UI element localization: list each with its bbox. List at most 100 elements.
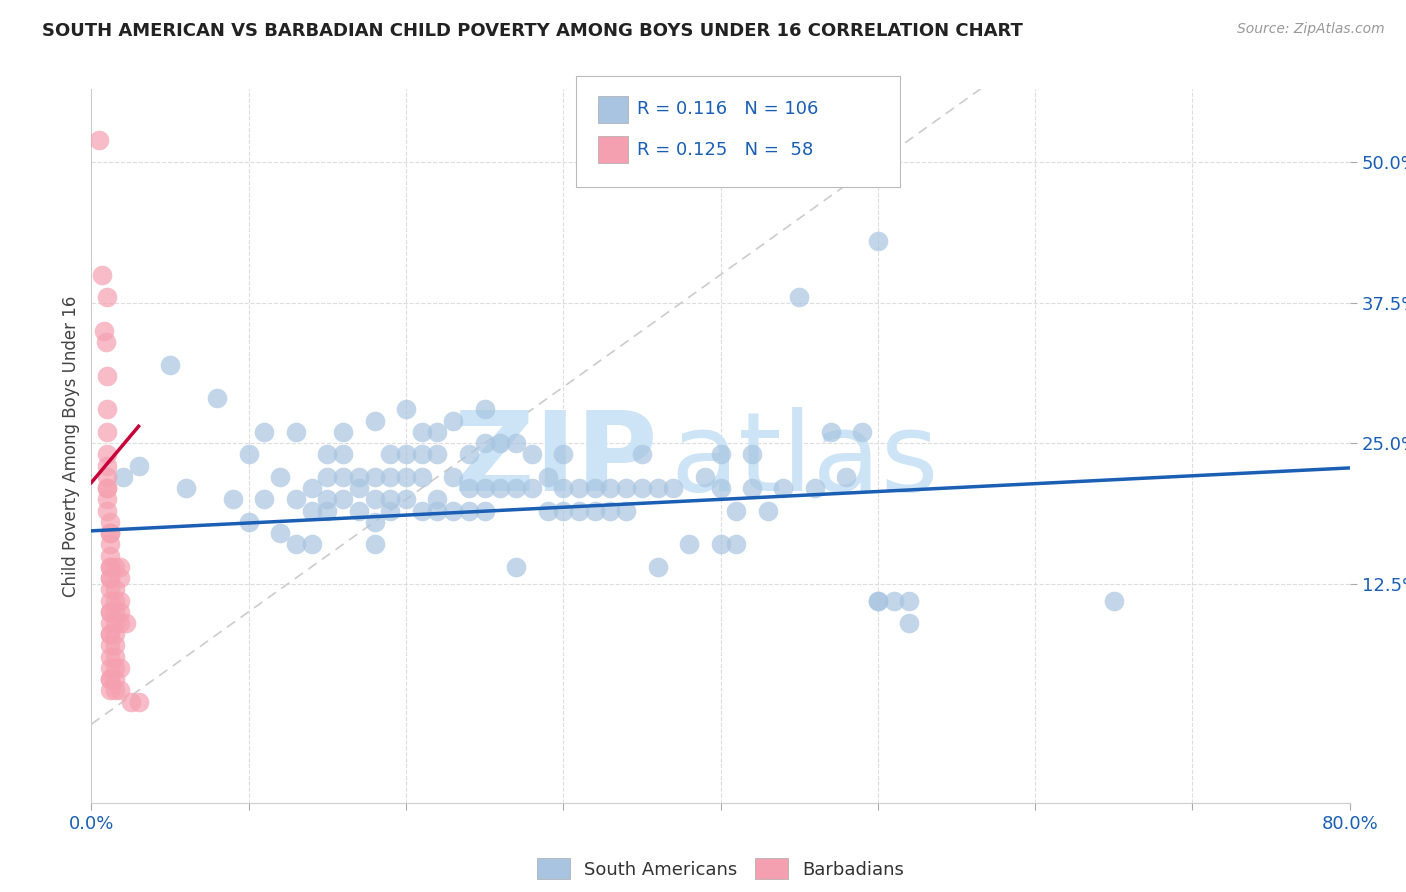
Point: [98, 515, 121, 529]
Point: [347, 503, 370, 517]
Point: [804, 481, 827, 495]
Point: [411, 447, 433, 461]
Point: [98, 605, 121, 619]
Text: atlas: atlas: [671, 407, 939, 514]
Point: [128, 458, 150, 473]
Point: [98, 672, 121, 686]
Point: [98, 559, 121, 574]
Point: [96, 290, 118, 304]
Point: [678, 537, 700, 551]
Point: [631, 481, 654, 495]
Point: [104, 627, 127, 641]
Point: [104, 683, 127, 698]
Point: [489, 481, 512, 495]
Point: [253, 492, 276, 507]
Point: [115, 615, 138, 630]
Point: [441, 503, 464, 517]
Point: [98, 605, 121, 619]
Point: [536, 470, 558, 484]
Point: [553, 447, 575, 461]
Point: [96, 368, 118, 383]
Point: [316, 470, 339, 484]
Point: [284, 492, 307, 507]
Point: [108, 661, 131, 675]
Point: [614, 481, 637, 495]
Point: [647, 559, 669, 574]
Point: [426, 503, 449, 517]
Point: [98, 526, 121, 541]
Point: [568, 481, 591, 495]
Point: [553, 481, 575, 495]
Point: [756, 503, 779, 517]
Point: [301, 481, 323, 495]
Point: [108, 605, 131, 619]
Point: [363, 537, 385, 551]
Point: [474, 436, 496, 450]
Point: [866, 593, 889, 607]
Point: [709, 447, 731, 461]
Point: [104, 582, 127, 597]
Point: [363, 414, 385, 428]
Point: [284, 425, 307, 439]
Point: [725, 537, 748, 551]
Point: [120, 695, 142, 709]
Point: [98, 571, 121, 585]
Point: [104, 639, 127, 653]
Point: [96, 470, 118, 484]
Point: [96, 402, 118, 417]
Point: [426, 447, 449, 461]
Point: [505, 436, 527, 450]
Point: [108, 615, 131, 630]
Point: [316, 503, 339, 517]
Point: [174, 481, 197, 495]
Point: [693, 470, 716, 484]
Point: [269, 526, 291, 541]
Point: [474, 503, 496, 517]
Point: [301, 537, 323, 551]
Point: [599, 481, 621, 495]
Text: Source: ZipAtlas.com: Source: ZipAtlas.com: [1237, 22, 1385, 37]
Point: [98, 593, 121, 607]
Point: [98, 672, 121, 686]
Point: [898, 615, 921, 630]
Point: [426, 492, 449, 507]
Point: [380, 492, 402, 507]
Point: [380, 503, 402, 517]
Point: [395, 447, 418, 461]
Point: [96, 481, 118, 495]
Point: [284, 537, 307, 551]
Point: [91, 268, 114, 282]
Point: [238, 447, 260, 461]
Point: [316, 447, 339, 461]
Point: [108, 593, 131, 607]
Point: [96, 481, 118, 495]
Point: [332, 425, 354, 439]
Point: [108, 559, 131, 574]
Point: [96, 492, 118, 507]
Point: [108, 683, 131, 698]
Point: [536, 503, 558, 517]
Point: [111, 470, 134, 484]
Point: [489, 436, 512, 450]
Point: [787, 290, 810, 304]
Point: [94, 334, 117, 349]
Point: [98, 661, 121, 675]
Point: [380, 470, 402, 484]
Point: [583, 481, 606, 495]
Point: [441, 414, 464, 428]
Point: [520, 481, 543, 495]
Point: [553, 503, 575, 517]
Point: [568, 503, 591, 517]
Point: [238, 515, 260, 529]
Point: [474, 481, 496, 495]
Point: [866, 593, 889, 607]
Point: [441, 470, 464, 484]
Point: [96, 458, 118, 473]
Point: [269, 470, 291, 484]
Point: [395, 470, 418, 484]
Legend: South Americans, Barbadians: South Americans, Barbadians: [530, 851, 911, 887]
Point: [253, 425, 276, 439]
Point: [98, 639, 121, 653]
Point: [426, 425, 449, 439]
Point: [631, 447, 654, 461]
